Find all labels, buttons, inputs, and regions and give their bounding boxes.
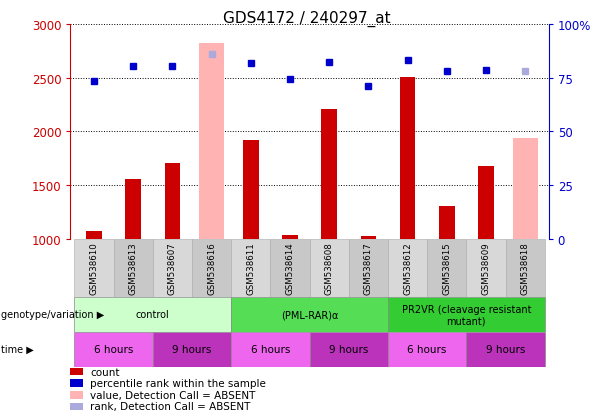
Text: genotype/variation ▶: genotype/variation ▶ <box>1 310 104 320</box>
Bar <box>153 240 192 297</box>
Bar <box>192 240 231 297</box>
Text: 9 hours: 9 hours <box>172 344 211 354</box>
Bar <box>427 240 466 297</box>
Bar <box>466 240 506 297</box>
Bar <box>349 240 388 297</box>
Bar <box>231 297 388 332</box>
Bar <box>86 231 102 240</box>
Text: percentile rank within the sample: percentile rank within the sample <box>90 378 266 388</box>
Bar <box>388 240 427 297</box>
Bar <box>153 332 231 367</box>
Bar <box>360 236 376 240</box>
Bar <box>270 240 310 297</box>
Bar <box>388 297 545 332</box>
Bar <box>164 163 180 240</box>
Text: 9 hours: 9 hours <box>486 344 525 354</box>
Bar <box>506 240 545 297</box>
Text: 6 hours: 6 hours <box>94 344 133 354</box>
Bar <box>478 166 493 240</box>
Text: 6 hours: 6 hours <box>251 344 290 354</box>
Bar <box>321 109 337 240</box>
Text: GSM538613: GSM538613 <box>129 242 138 294</box>
Text: GDS4172 / 240297_at: GDS4172 / 240297_at <box>223 10 390 26</box>
Text: GSM538609: GSM538609 <box>481 242 490 294</box>
Text: (PML-RAR)α: (PML-RAR)α <box>281 310 338 320</box>
Bar <box>388 332 466 367</box>
Text: GSM538615: GSM538615 <box>442 242 451 294</box>
Bar <box>400 77 416 240</box>
Text: control: control <box>136 310 170 320</box>
Text: GSM538617: GSM538617 <box>364 242 373 294</box>
Text: rank, Detection Call = ABSENT: rank, Detection Call = ABSENT <box>90 401 251 411</box>
Bar <box>310 240 349 297</box>
Text: GSM538618: GSM538618 <box>520 242 530 294</box>
Bar <box>74 240 113 297</box>
Text: GSM538612: GSM538612 <box>403 242 412 294</box>
Bar <box>231 332 310 367</box>
Text: GSM538616: GSM538616 <box>207 242 216 294</box>
Bar <box>113 240 153 297</box>
Bar <box>243 141 259 240</box>
Bar <box>199 44 224 240</box>
Text: 6 hours: 6 hours <box>408 344 447 354</box>
Bar <box>512 139 538 240</box>
Text: time ▶: time ▶ <box>1 344 34 354</box>
Text: GSM538614: GSM538614 <box>286 242 294 294</box>
Text: GSM538608: GSM538608 <box>325 242 333 294</box>
Bar <box>282 235 298 240</box>
Text: 9 hours: 9 hours <box>329 344 368 354</box>
Bar <box>231 240 270 297</box>
Text: PR2VR (cleavage resistant
mutant): PR2VR (cleavage resistant mutant) <box>402 304 531 325</box>
Bar <box>439 206 455 240</box>
Bar <box>310 332 388 367</box>
Text: GSM538611: GSM538611 <box>246 242 255 294</box>
Bar <box>466 332 545 367</box>
Bar <box>74 332 153 367</box>
Text: value, Detection Call = ABSENT: value, Detection Call = ABSENT <box>90 390 256 400</box>
Bar <box>74 297 231 332</box>
Bar <box>126 179 141 240</box>
Text: count: count <box>90 367 120 377</box>
Text: GSM538610: GSM538610 <box>89 242 99 294</box>
Text: GSM538607: GSM538607 <box>168 242 177 294</box>
